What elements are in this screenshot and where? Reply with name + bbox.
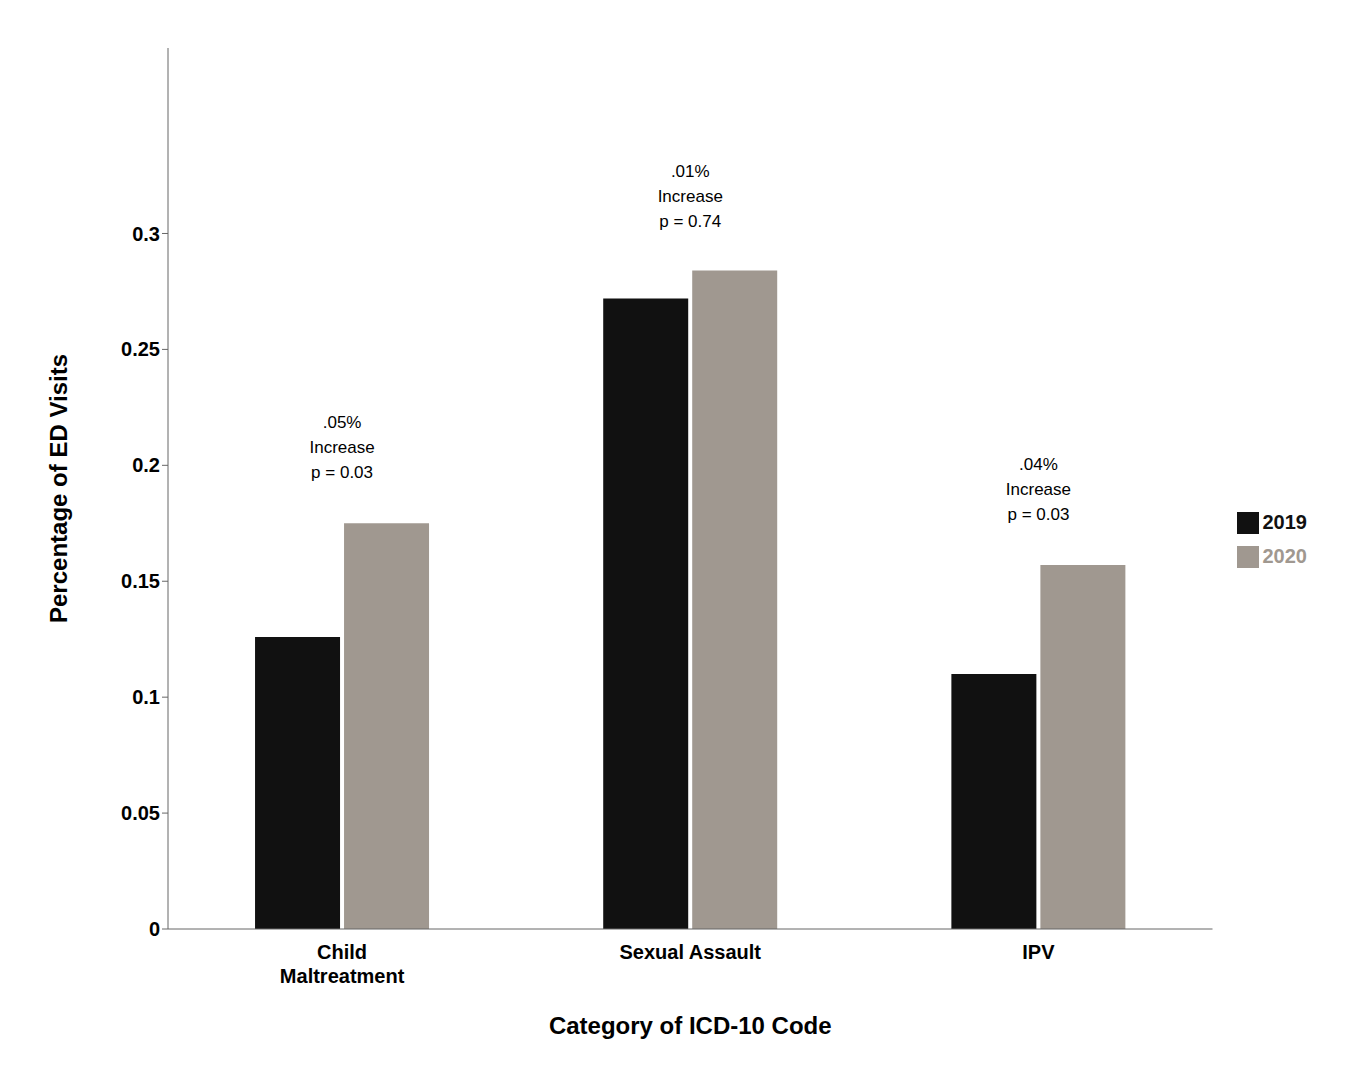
html-text:2019: 2019	[1262, 510, 1307, 533]
svg-text:IPV: IPV	[1022, 941, 1055, 963]
svg-text:0: 0	[149, 918, 160, 940]
svg-text:0.2: 0.2	[132, 454, 160, 476]
svg-text:0.25: 0.25	[121, 338, 160, 360]
svg-text:0.15: 0.15	[121, 570, 160, 592]
svg-text:0.05: 0.05	[121, 802, 160, 824]
svg-text:Percentage of ED Visits: Percentage of ED Visits	[45, 354, 72, 623]
svg-text:.05%Increasep = 0.03: .05%Increasep = 0.03	[309, 413, 374, 482]
svg-text:ChildMaltreatment: ChildMaltreatment	[280, 941, 405, 987]
svg-text:.04%Increasep = 0.03: .04%Increasep = 0.03	[1006, 455, 1071, 524]
svg-text:.01%Increasep = 0.74: .01%Increasep = 0.74	[658, 162, 723, 231]
svg-text:Category of ICD-10 Code: Category of ICD-10 Code	[549, 1012, 832, 1039]
html-text:2020: 2020	[1262, 544, 1307, 567]
svg-text:0.3: 0.3	[132, 223, 160, 245]
svg-text:Sexual Assault: Sexual Assault	[619, 941, 761, 963]
svg-text:0.1: 0.1	[132, 686, 160, 708]
